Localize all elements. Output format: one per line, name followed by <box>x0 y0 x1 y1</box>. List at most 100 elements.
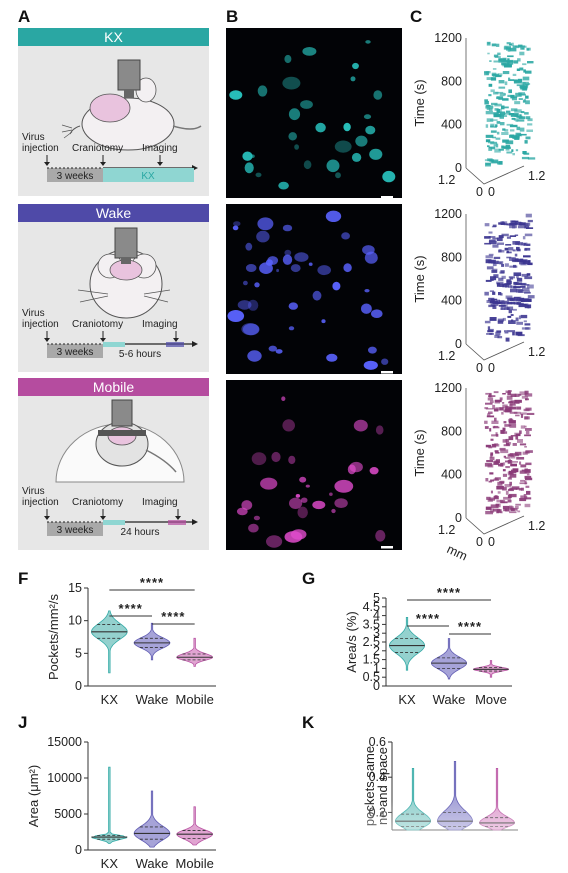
event-mark <box>503 455 506 458</box>
event-mark <box>517 439 523 443</box>
event-mark <box>488 94 492 97</box>
tick-label-z: 800 <box>441 250 462 264</box>
event-mark <box>488 297 495 302</box>
fluorescence-spot <box>266 535 283 548</box>
event-mark <box>496 299 500 304</box>
event-mark <box>497 242 504 245</box>
event-mark <box>512 443 517 446</box>
event-mark <box>518 303 526 308</box>
fluorescence-spot <box>341 232 350 240</box>
fluorescence-spot <box>369 148 383 160</box>
event-mark <box>502 71 510 75</box>
event-mark <box>525 95 529 99</box>
event-mark <box>519 443 527 446</box>
event-mark <box>515 132 521 136</box>
fluorescence-spot <box>251 452 267 466</box>
event-mark <box>494 334 500 338</box>
event-mark <box>520 285 526 288</box>
period-label: 24 hours <box>121 527 160 538</box>
event-mark <box>504 332 509 334</box>
event-mark <box>499 271 505 274</box>
panel-k-fade <box>330 800 560 873</box>
tick-label-y: 3 <box>373 626 380 640</box>
fluorescence-spot <box>299 476 307 483</box>
axis-title-y: Pockets/mm²/s <box>46 594 61 680</box>
event-mark <box>492 404 496 409</box>
event-mark <box>501 62 507 64</box>
fluorescence-spot <box>241 323 259 336</box>
event-mark <box>496 109 500 113</box>
event-mark <box>502 487 507 491</box>
event-mark <box>510 134 514 137</box>
event-mark <box>503 409 511 412</box>
fluorescence-spot <box>303 160 312 170</box>
fluorescence-spot <box>257 217 274 231</box>
event-mark <box>489 239 496 242</box>
fluorescence-spot <box>334 498 348 508</box>
event-mark <box>499 261 502 265</box>
event-mark <box>499 447 506 451</box>
event-mark <box>505 466 510 469</box>
tick-label-x: 0 <box>476 535 483 549</box>
event-mark <box>506 251 512 254</box>
fluorescence-spot <box>244 162 254 174</box>
event-mark <box>493 274 499 279</box>
event-mark <box>494 495 498 499</box>
event-mark <box>485 402 493 405</box>
panel-label-j: J <box>18 713 27 732</box>
event-mark <box>490 141 498 145</box>
event-mark <box>525 327 531 330</box>
event-mark <box>514 45 518 48</box>
event-mark <box>485 110 493 115</box>
event-mark <box>508 436 514 441</box>
event-mark <box>519 498 527 502</box>
event-mark <box>510 403 516 406</box>
event-mark <box>516 126 521 131</box>
tick-label-y: 2.5 <box>363 635 380 649</box>
event-mark <box>512 73 517 76</box>
event-mark <box>507 391 512 396</box>
event-mark <box>522 63 527 66</box>
fluorescence-spot <box>282 224 293 232</box>
panel-label-b: B <box>226 7 238 26</box>
craniotomy-arrowhead <box>100 162 106 166</box>
event-mark <box>510 96 518 98</box>
event-mark <box>495 503 501 508</box>
tick-label-z: 0 <box>455 161 462 175</box>
tick-label-y: 15 <box>68 581 82 595</box>
event-mark <box>525 477 533 481</box>
fluorescence-spot <box>255 172 262 178</box>
event-mark <box>520 300 525 302</box>
fluorescence-spot <box>371 309 383 319</box>
fluorescence-spot <box>253 515 260 521</box>
event-mark <box>511 42 514 47</box>
event-mark <box>485 444 492 448</box>
fluorescence-spot <box>247 350 262 362</box>
event-mark <box>494 56 501 58</box>
imaging-arrowhead <box>175 516 181 520</box>
violin-0 <box>91 610 128 674</box>
event-mark <box>496 143 499 148</box>
event-mark <box>492 237 498 240</box>
event-mark <box>484 291 489 296</box>
event-mark <box>499 115 504 119</box>
event-mark <box>503 421 507 424</box>
significance-label: **** <box>416 611 440 626</box>
craniotomy-arrowhead <box>100 338 106 342</box>
event-mark <box>517 58 521 62</box>
event-mark <box>510 302 518 304</box>
event-mark <box>512 308 517 311</box>
fluorescence-spot <box>300 100 313 109</box>
imaging-marker <box>166 342 184 347</box>
event-mark <box>520 479 526 482</box>
event-mark <box>491 225 497 228</box>
event-mark <box>487 52 490 55</box>
event-mark <box>505 284 508 288</box>
event-mark <box>503 223 509 226</box>
event-mark <box>499 122 505 126</box>
event-mark <box>497 491 501 494</box>
event-mark <box>497 52 501 56</box>
craniotomy-marker <box>103 520 125 525</box>
event-mark <box>523 152 530 155</box>
